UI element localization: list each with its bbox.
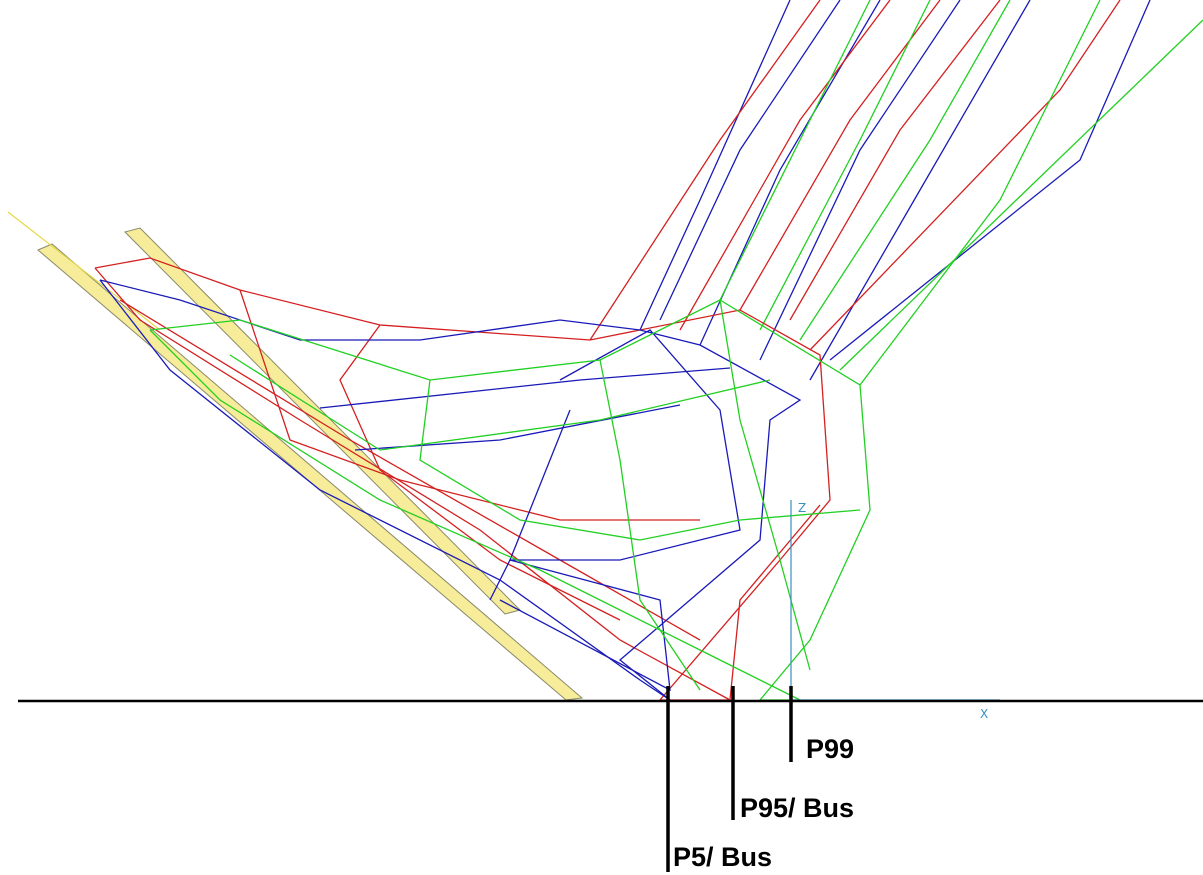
axis-x-label: X <box>980 707 988 721</box>
pedal <box>8 212 582 700</box>
label-p5: P5/ Bus <box>673 842 772 872</box>
axis-z-label: Z <box>798 501 806 515</box>
feet <box>95 258 870 700</box>
legs <box>590 0 1203 385</box>
label-p99: P99 <box>806 734 854 764</box>
page: Z X P99 P95/ Bus P5/ Bus (() => { const … <box>0 0 1203 875</box>
axes-gizmo: Z X <box>791 500 1000 721</box>
wireframe-view: Z X P99 P95/ Bus P5/ Bus <box>0 0 1203 875</box>
label-p95: P95/ Bus <box>740 793 854 823</box>
